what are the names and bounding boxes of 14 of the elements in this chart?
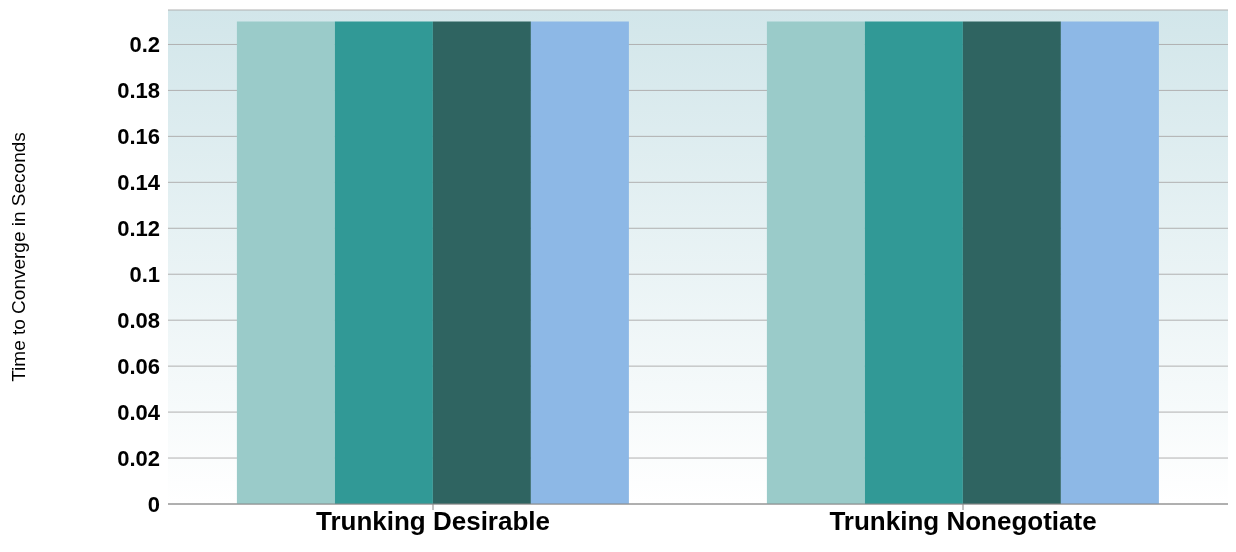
y-tick-label: 0.08 [117, 308, 160, 333]
x-tick-label: Trunking Desirable [315, 506, 551, 537]
y-tick-label: 0.14 [117, 170, 161, 196]
y-tick-label: 0.16 [117, 124, 160, 150]
y-tick-label: 0 [147, 491, 160, 517]
y-tick-label: 0.02 [117, 445, 160, 471]
y-tick-label: 0.1 [129, 262, 160, 288]
y-tick-label: 0.2 [129, 32, 160, 58]
y-tick-label: 0.18 [117, 78, 160, 104]
y-tick-label: 0.04 [117, 399, 161, 425]
y-tick-label: 0.06 [117, 353, 160, 379]
x-tick-label: Trunking Nonegotiate [829, 506, 1097, 537]
y-axis-title: Time to Converge in Seconds [7, 132, 29, 382]
y-tick-label: 0.12 [117, 216, 160, 242]
